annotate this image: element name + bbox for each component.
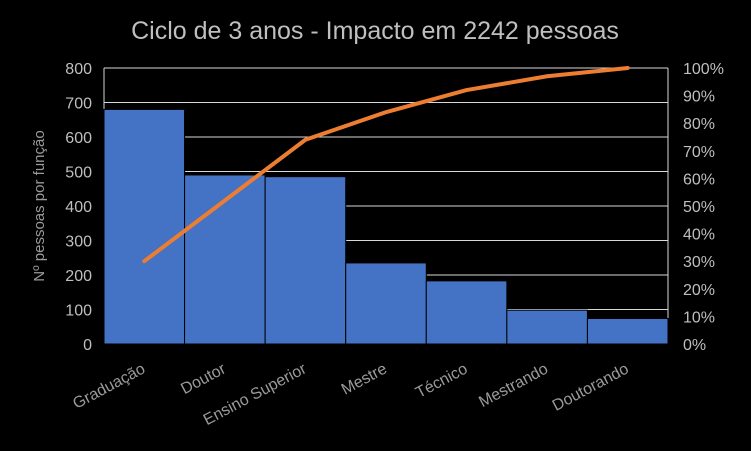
bar — [425, 280, 508, 345]
y-tick-label: 200 — [65, 268, 92, 285]
bar-layer — [103, 108, 669, 345]
chart-title: Ciclo de 3 anos - Impacto em 2242 pessoa… — [131, 17, 619, 45]
x-tick-label: Graduação — [70, 360, 148, 412]
y2-tick-label: 100% — [683, 61, 724, 78]
x-tick-label: Doutor — [178, 360, 229, 398]
left-tick-layer: 0 100 200 300 400 500 600 700 800 — [65, 61, 92, 354]
cumulative-line — [142, 66, 630, 264]
bar — [264, 176, 347, 345]
y-tick-label: 500 — [65, 165, 92, 182]
y2-tick-label: 20% — [683, 282, 715, 299]
y2-tick-label: 30% — [683, 254, 715, 271]
bar — [103, 108, 186, 345]
y-tick-label: 800 — [65, 61, 92, 78]
y2-tick-label: 60% — [683, 171, 715, 188]
y-tick-label: 700 — [65, 96, 92, 113]
x-tick-label: Mestre — [339, 360, 390, 398]
bar — [345, 262, 427, 345]
y2-tick-label: 50% — [683, 199, 715, 216]
right-tick-layer: 0% 10% 20% 30% 40% 50% 60% 70% 80% 90% 100% — [683, 61, 724, 354]
x-tick-label: Técnico — [413, 360, 471, 401]
y2-tick-label: 80% — [683, 116, 715, 133]
x-tick-label: Mestrando — [476, 360, 551, 411]
y2-tick-label: 0% — [683, 337, 706, 354]
bar — [506, 309, 588, 345]
x-tick-label: Doutorando — [550, 360, 632, 414]
line-layer — [142, 66, 630, 264]
y-tick-label: 300 — [65, 234, 92, 251]
y-tick-label: 400 — [65, 199, 92, 216]
bar — [586, 317, 669, 345]
bar — [184, 174, 266, 345]
y-tick-label: 600 — [65, 130, 92, 147]
y2-tick-label: 40% — [683, 227, 715, 244]
y-tick-label: 100 — [65, 303, 92, 320]
y2-tick-label: 10% — [683, 309, 715, 326]
y-tick-label: 0 — [83, 337, 92, 354]
y2-tick-label: 70% — [683, 144, 715, 161]
y2-tick-label: 90% — [683, 89, 715, 106]
y-axis-label: Nº pessoas por função — [31, 130, 48, 281]
